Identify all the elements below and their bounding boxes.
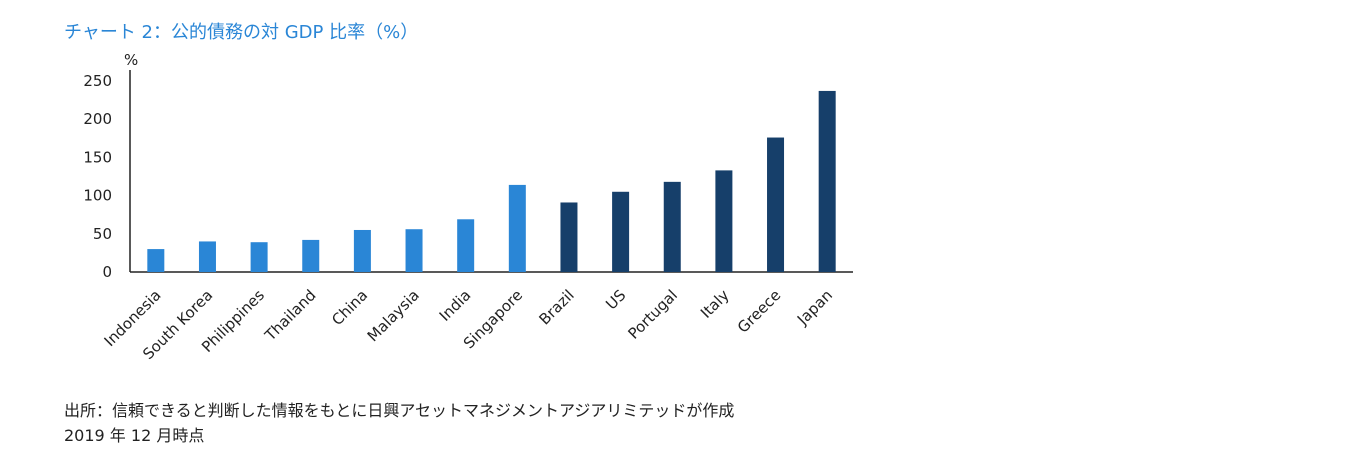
x-tick-label: India: [436, 286, 475, 325]
bar: [147, 249, 165, 272]
bar: [508, 184, 526, 272]
bar: [353, 229, 371, 272]
bar: [250, 242, 268, 272]
chart-title: チャート 2：公的債務の対 GDP 比率（%）: [64, 22, 419, 43]
x-tick-label: Greece: [734, 286, 784, 336]
y-tick-label: 250: [83, 72, 112, 90]
bar: [302, 239, 320, 272]
bar: [560, 202, 578, 272]
x-tick-label: Italy: [697, 286, 733, 322]
x-tick-label: Brazil: [535, 286, 577, 328]
x-tick-label: Malaysia: [364, 286, 423, 345]
y-tick-label: 150: [83, 148, 112, 166]
bar: [715, 170, 733, 272]
x-tick-label: US: [602, 286, 629, 313]
bar: [818, 90, 836, 272]
bar: [612, 191, 630, 272]
bar: [457, 219, 475, 272]
bar: [767, 137, 785, 272]
y-tick-label: 50: [93, 225, 112, 243]
bar: [663, 181, 681, 272]
bar: [405, 229, 423, 272]
x-tick-label: Portugal: [624, 286, 681, 343]
y-tick-label: 100: [83, 187, 112, 205]
y-tick-label: 200: [83, 110, 112, 128]
source-line-2: 2019 年 12 月時点: [64, 426, 205, 445]
source-line-1: 出所：信頼できると判断した情報をもとに日興アセットマネジメントアジアリミテッドが…: [64, 401, 735, 420]
x-tick-label: Japan: [793, 286, 836, 329]
bar: [198, 241, 216, 272]
source-note: 出所：信頼できると判断した情報をもとに日興アセットマネジメントアジアリミテッドが…: [64, 398, 734, 448]
x-tick-label: China: [328, 286, 371, 329]
y-axis-unit-label: %: [124, 51, 138, 69]
x-tick-label: Thailand: [261, 286, 320, 345]
y-tick-label: 0: [102, 263, 112, 281]
